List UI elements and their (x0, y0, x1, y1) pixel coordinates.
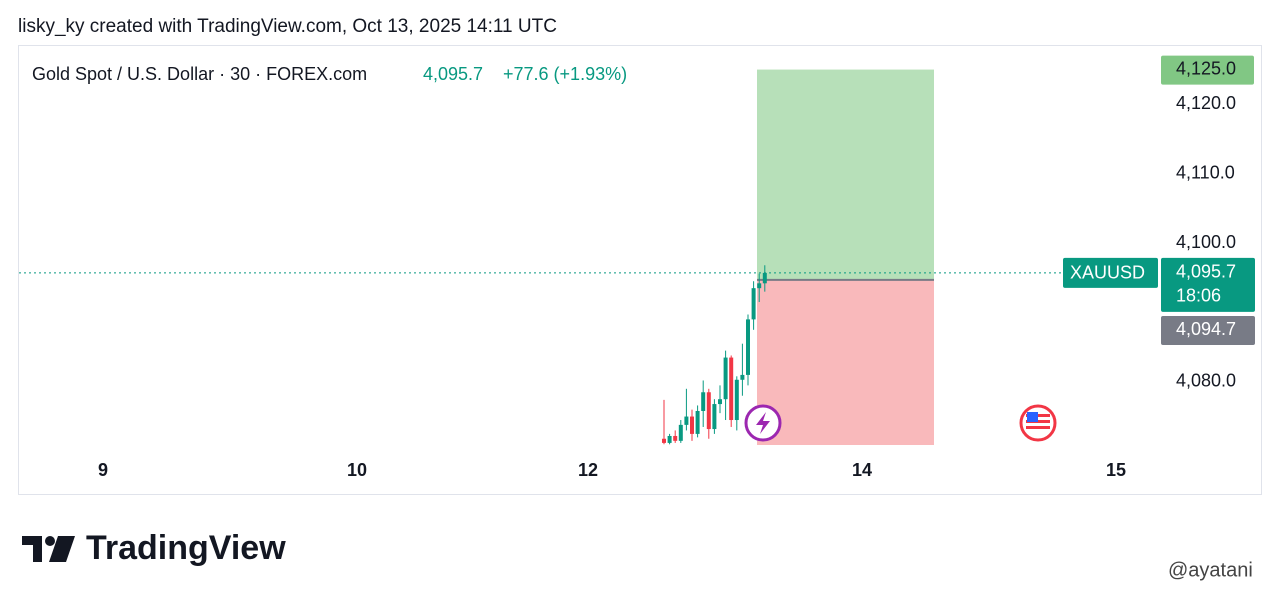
logo-text: TradingView (86, 529, 286, 567)
chart-frame (18, 45, 1262, 495)
logo: TradingView (22, 529, 286, 567)
caption: lisky_ky created with TradingView.com, O… (18, 16, 557, 37)
event-icon (744, 404, 782, 442)
symbol-label-bg (1063, 257, 1158, 288)
candle-body (723, 357, 728, 400)
countdown-label: 18:06 (1176, 286, 1221, 306)
plot (19, 69, 1158, 445)
entry-label-bg (1161, 316, 1255, 345)
legend-price: 4,095.7 (423, 64, 483, 84)
symbol-label: XAUUSD (1070, 263, 1145, 283)
y-tick-label: 4,100.0 (1176, 232, 1236, 252)
x-tick-label: 10 (347, 460, 367, 480)
stop-zone (757, 279, 934, 445)
target-zone (757, 69, 934, 280)
candle-body (684, 416, 689, 425)
candle-body (762, 272, 767, 284)
price-label-bg (1161, 257, 1255, 312)
x-tick-label: 12 (578, 460, 598, 480)
candle-body (695, 410, 700, 434)
x-tick-label: 15 (1106, 460, 1126, 480)
price-label: 4,095.7 (1176, 262, 1236, 282)
target-label-bg (1161, 55, 1254, 85)
candle-body (751, 288, 756, 320)
y-tick-label: 4,080.0 (1176, 371, 1236, 391)
candle-body (690, 416, 694, 434)
chart-title: Gold Spot / U.S. Dollar · 30 · FOREX.com (32, 64, 367, 84)
entry-label: 4,094.7 (1176, 319, 1236, 339)
x-tick-label: 14 (852, 460, 872, 480)
candle-body (662, 438, 666, 443)
candle-body (706, 392, 711, 430)
candle-body (734, 379, 739, 421)
candle-body (746, 319, 750, 375)
watermark: @ayatani (1168, 559, 1253, 581)
x-tick-label: 9 (98, 460, 108, 480)
y-tick-label: 4,110.0 (1176, 162, 1235, 182)
candle-body (757, 283, 762, 289)
candle-body (712, 404, 717, 430)
legend-change: +77.6 (+1.93%) (503, 64, 627, 84)
candle-body (667, 435, 672, 443)
candle-body (678, 424, 683, 441)
candle-body (729, 357, 734, 421)
candle-body (740, 374, 745, 380)
target-label: 4,125.0 (1176, 58, 1236, 78)
candle-body (701, 392, 706, 411)
flag-icon (1019, 404, 1057, 442)
candle-body (673, 435, 678, 441)
y-tick-label: 4,120.0 (1176, 93, 1236, 113)
candle-body (718, 399, 722, 405)
